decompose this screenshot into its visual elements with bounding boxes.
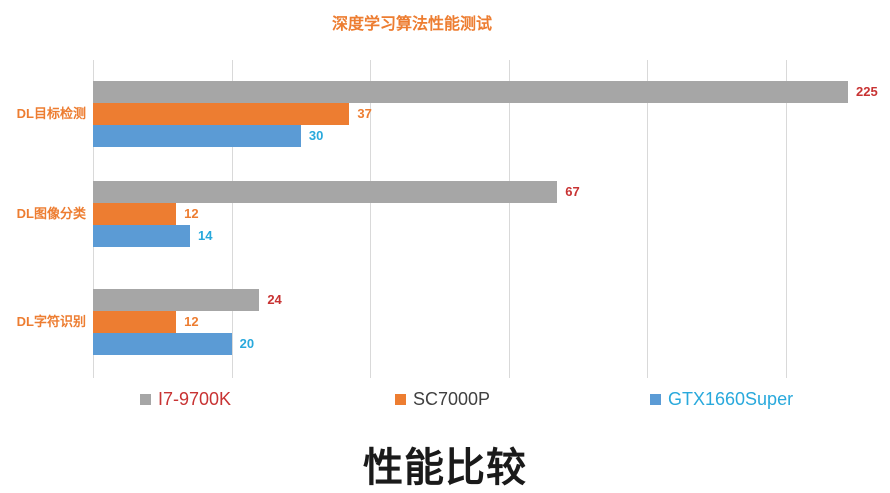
gridline-40	[370, 60, 372, 378]
bar-row-GTX1660Super-DL目标检测: 30	[93, 125, 865, 147]
bar-GTX1660Super-DL字符识别	[93, 333, 232, 355]
bar-row-I7-9700K-DL字符识别: 24	[93, 289, 865, 311]
bar-GTX1660Super-DL目标检测	[93, 125, 301, 147]
bar-value-GTX1660Super-DL图像分类: 14	[198, 228, 213, 243]
legend-label: I7-9700K	[158, 389, 232, 409]
bar-I7-9700K-DL字符识别	[93, 289, 260, 311]
chart-title: 深度学习算法性能测试	[331, 16, 493, 33]
bar-row-I7-9700K-DL图像分类: 67	[93, 181, 865, 203]
legend: I7-9700K SC7000P GTX1660Super	[0, 388, 890, 410]
plot-area: 225 37 30 67 12 14 24 12 20	[93, 60, 878, 378]
bar-value-I7-9700K-DL字符识别: 24	[267, 292, 282, 307]
category-label-dl-image-classification: DL图像分类	[16, 206, 86, 221]
bar-row-SC7000P-DL图像分类: 12	[93, 203, 865, 225]
gridline-60	[508, 60, 510, 378]
bar-row-GTX1660Super-DL字符识别: 20	[93, 333, 865, 355]
legend-item-gtx1660super: GTX1660Super	[650, 388, 793, 410]
gridline-20	[231, 60, 233, 378]
legend-item-i7-9700k: I7-9700K	[140, 388, 231, 410]
bar-I7-9700K-DL图像分类	[93, 181, 558, 203]
bar-value-GTX1660Super-DL字符识别: 20	[239, 336, 255, 351]
legend-marker-blue	[650, 393, 661, 405]
bar-row-SC7000P-DL目标检测: 37	[93, 103, 865, 125]
gridline-80	[647, 60, 649, 378]
legend-marker-orange	[395, 393, 406, 405]
bar-GTX1660Super-DL图像分类	[93, 225, 191, 247]
bar-row-I7-9700K-DL目标检测: 225	[93, 81, 878, 103]
legend-marker-gray	[140, 393, 151, 405]
bottom-title: 性能比较	[363, 446, 527, 490]
bar-row-GTX1660Super-DL图像分类: 14	[93, 225, 865, 247]
bar-value-GTX1660Super-DL目标检测: 30	[308, 128, 324, 143]
bar-value-I7-9700K-DL目标检测: 225	[856, 84, 878, 99]
bar-row-SC7000P-DL字符识别: 12	[93, 311, 865, 333]
bar-value-SC7000P-DL字符识别: 12	[184, 314, 199, 329]
bar-SC7000P-DL目标检测	[93, 103, 350, 125]
bar-SC7000P-DL图像分类	[93, 203, 177, 225]
legend-label: GTX1660Super	[668, 389, 794, 409]
bar-I7-9700K-DL目标检测	[93, 81, 848, 103]
category-label-dl-character-recognition: DL字符识别	[16, 314, 86, 329]
legend-label: SC7000P	[413, 389, 491, 409]
gridline-100	[786, 60, 788, 378]
bar-value-SC7000P-DL图像分类: 12	[184, 206, 199, 221]
category-label-dl-object-detection: DL目标检测	[16, 106, 86, 121]
bar-value-I7-9700K-DL图像分类: 67	[565, 184, 580, 199]
legend-item-sc7000p: SC7000P	[395, 388, 490, 410]
bar-value-SC7000P-DL目标检测: 37	[357, 106, 372, 121]
bar-SC7000P-DL字符识别	[93, 311, 177, 333]
